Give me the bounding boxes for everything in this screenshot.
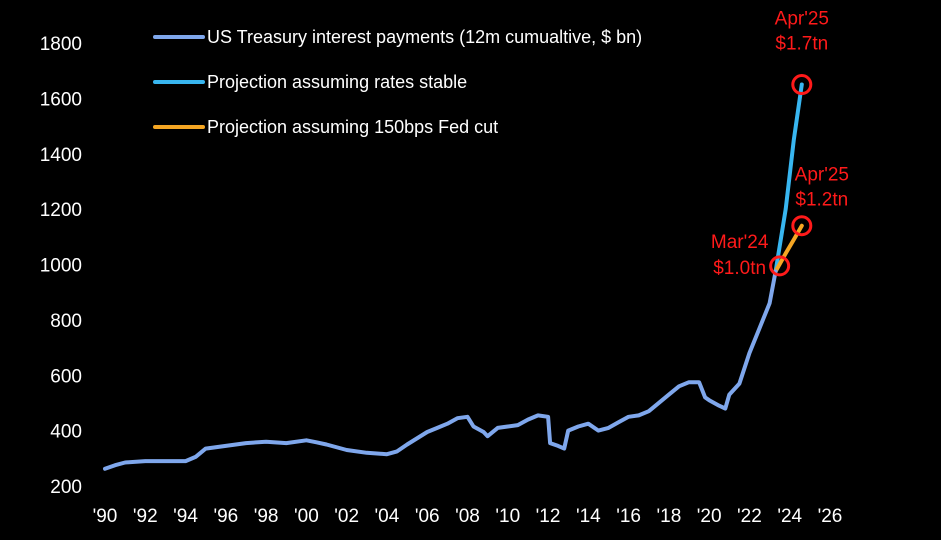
x-tick-label: '18 xyxy=(657,506,682,527)
x-tick-label: '14 xyxy=(576,506,601,527)
annotation-marker xyxy=(791,215,813,237)
x-tick-label: '06 xyxy=(415,506,440,527)
legend-item-fed-cut: Projection assuming 150bps Fed cut xyxy=(207,117,498,137)
x-tick-label: '26 xyxy=(818,506,843,527)
legend-item-treasury-interest: US Treasury interest payments (12m cumua… xyxy=(207,27,642,47)
x-tick-label: '16 xyxy=(616,506,641,527)
x-tick-label: '98 xyxy=(254,506,279,527)
rates-stable-projection-line xyxy=(773,82,804,274)
annotation-value-label: $1.0tn xyxy=(713,258,766,279)
y-tick-label: 400 xyxy=(50,422,82,443)
y-tick-label: 1400 xyxy=(40,145,82,166)
annotation-date-label: Apr'25 xyxy=(775,9,829,30)
x-tick-label: '96 xyxy=(213,506,238,527)
annotation-marker xyxy=(769,255,791,277)
y-tick-label: 1000 xyxy=(40,256,82,277)
y-axis: 200 400 600 800 1000 1200 1400 1600 1800 xyxy=(40,34,82,498)
x-tick-label: '12 xyxy=(536,506,561,527)
x-tick-label: '04 xyxy=(375,506,400,527)
x-tick-label: '02 xyxy=(334,506,359,527)
x-tick-label: '24 xyxy=(777,506,802,527)
annotation-date-label: Apr'25 xyxy=(795,165,849,186)
x-tick-label: '20 xyxy=(697,506,722,527)
annotation-value-label: $1.2tn xyxy=(795,190,848,211)
legend: US Treasury interest payments (12m cumua… xyxy=(153,27,642,137)
x-axis: '90 '92 '94 '96 '98 '00 '02 '04 '06 '08 '10 '12 '14 '… xyxy=(93,506,843,527)
y-tick-label: 600 xyxy=(50,366,82,387)
x-tick-label: '08 xyxy=(455,506,480,527)
x-tick-label: '10 xyxy=(495,506,520,527)
x-tick-label: '92 xyxy=(133,506,158,527)
x-tick-label: '94 xyxy=(173,506,198,527)
annotation-value-label: $1.7tn xyxy=(775,34,828,55)
annotation-marker xyxy=(791,74,813,96)
y-tick-label: 800 xyxy=(50,311,82,332)
x-tick-label: '22 xyxy=(737,506,762,527)
y-tick-label: 1200 xyxy=(40,200,82,221)
treasury-interest-line xyxy=(103,269,778,471)
x-tick-label: '90 xyxy=(93,506,118,527)
annotations: Apr'25 $1.7tn Apr'25 $1.2tn Mar'24 $1.0tn xyxy=(711,9,849,279)
y-tick-label: 1600 xyxy=(40,89,82,110)
x-tick-label: '00 xyxy=(294,506,319,527)
y-tick-label: 1800 xyxy=(40,34,82,55)
y-tick-label: 200 xyxy=(50,477,82,498)
legend-item-rates-stable: Projection assuming rates stable xyxy=(207,72,467,92)
annotation-date-label: Mar'24 xyxy=(711,232,769,253)
